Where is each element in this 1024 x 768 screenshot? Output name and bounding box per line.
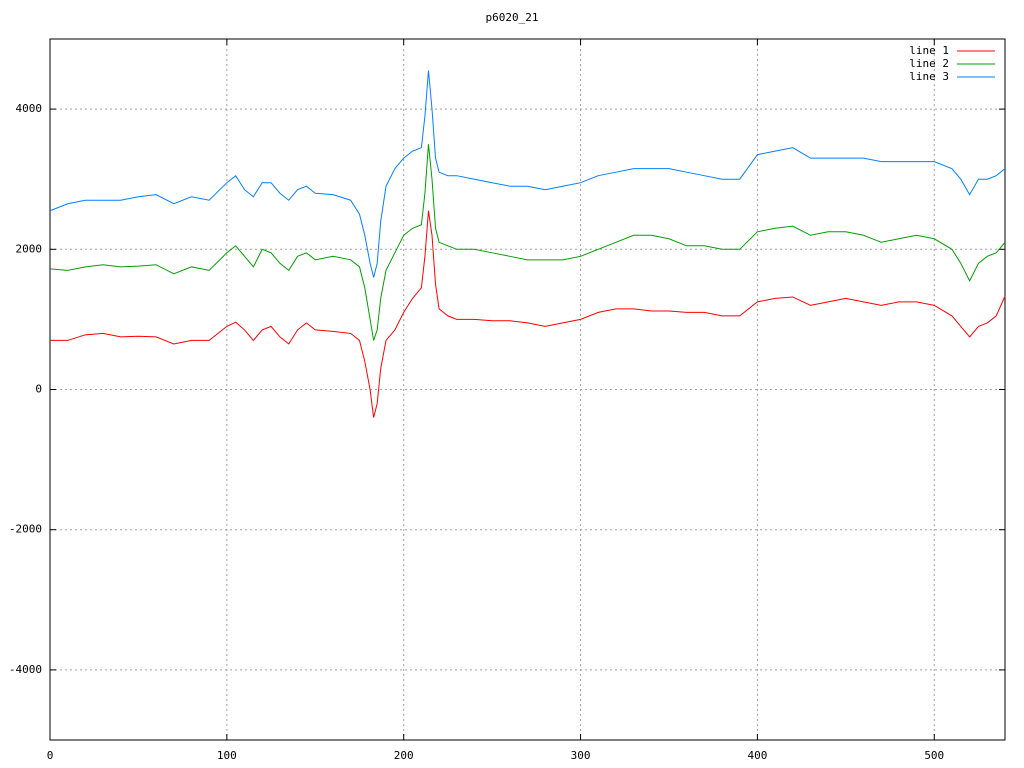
data-line (50, 210, 1006, 418)
y-tick-label: 0 (35, 383, 42, 396)
y-tick-label: -2000 (9, 523, 42, 536)
x-tick-label: 400 (747, 749, 767, 762)
x-tick-label: 500 (924, 749, 944, 762)
x-tick-label: 200 (394, 749, 414, 762)
data-line (49, 70, 1006, 278)
plot-frame (49, 38, 1006, 741)
y-tick-label: 4000 (16, 102, 43, 115)
x-tick-label: 0 (47, 749, 54, 762)
legend-label: line 2 (909, 57, 949, 70)
data-line (49, 144, 1006, 341)
x-tick-label: 100 (217, 749, 237, 762)
x-tick-label: 300 (571, 749, 591, 762)
y-tick-label: -4000 (9, 663, 42, 676)
legend-label: line 3 (909, 70, 949, 83)
chart-title: p6020_21 (486, 11, 539, 24)
legend-label: line 1 (909, 44, 949, 57)
y-tick-label: 2000 (16, 242, 43, 255)
